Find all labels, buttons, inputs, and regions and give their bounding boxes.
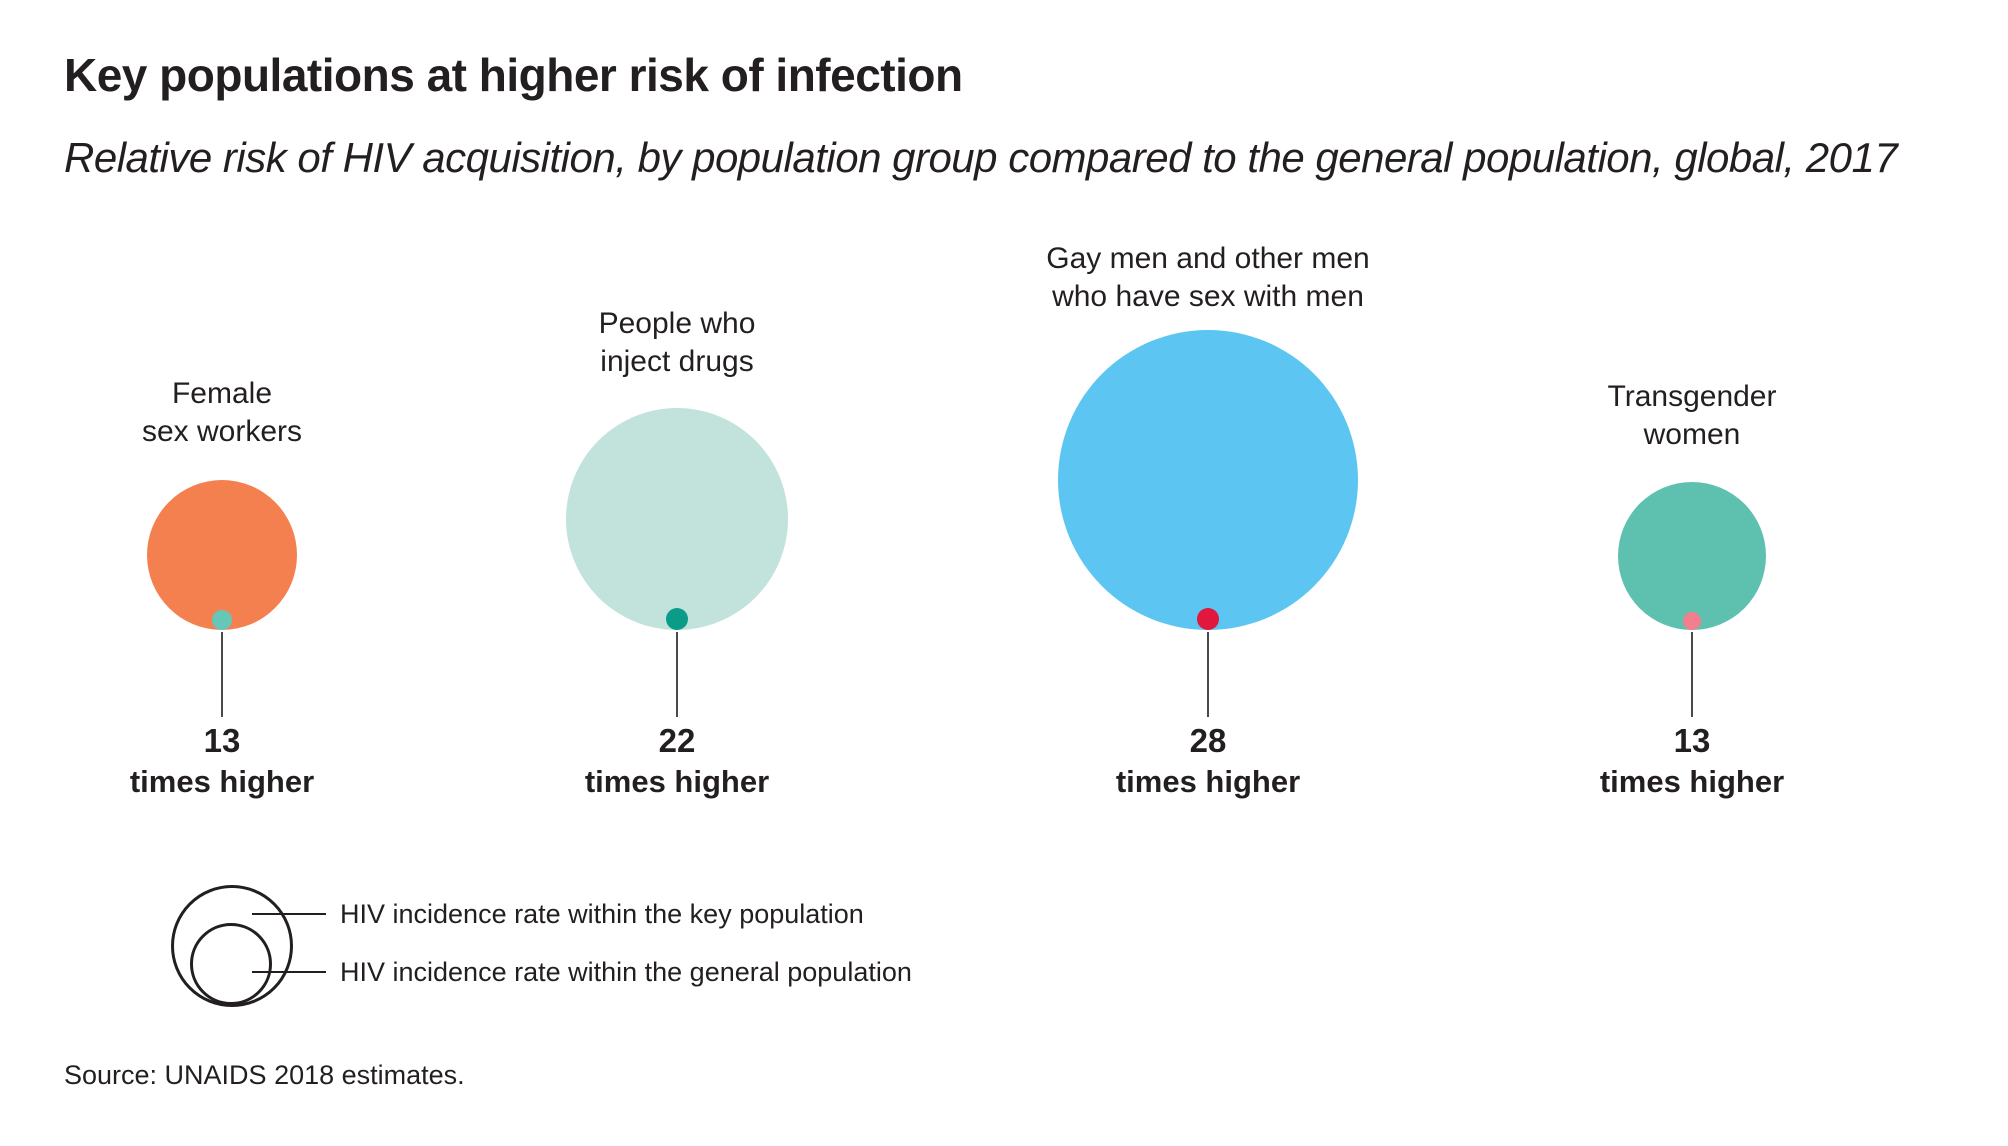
legend-label-general-population: HIV incidence rate within the general po…	[340, 957, 912, 987]
legend-leader-line	[252, 913, 326, 915]
bubble-label-line: Transgender	[1607, 380, 1777, 413]
value-suffix: times higher	[584, 764, 770, 799]
value-suffix: times higher	[129, 764, 315, 799]
bubble-label: Transgender women	[1492, 378, 1892, 454]
source-note: Source: UNAIDS 2018 estimates.	[64, 1060, 465, 1090]
connector-line	[221, 632, 223, 717]
value-suffix: times higher	[1115, 764, 1301, 799]
bubble-label-line: who have sex with men	[1052, 280, 1364, 313]
bubble-group-transgender-women: Transgender women 13 times higher	[1492, 0, 1892, 830]
general-population-dot	[1683, 612, 1701, 630]
bubble-group-gay-men-msm: Gay men and other men who have sex with …	[1008, 0, 1408, 830]
connector-line	[1691, 632, 1693, 717]
key-population-bubble	[566, 408, 788, 630]
bubble-label-line: sex workers	[141, 415, 303, 448]
key-population-bubble	[147, 480, 297, 630]
bubble-label: Female sex workers	[22, 375, 422, 451]
legend-label-key-population: HIV incidence rate within the key popula…	[340, 899, 864, 929]
value-label: 28	[1189, 722, 1227, 759]
value-suffix: times higher	[1599, 764, 1785, 799]
general-population-dot	[212, 610, 232, 630]
key-population-bubble	[1618, 482, 1766, 630]
value-label: 22	[658, 722, 696, 759]
value-label: 13	[1673, 722, 1711, 759]
bubble-label-line: People who	[598, 307, 756, 340]
bubble-label-line: Female	[171, 377, 273, 410]
value-label: 13	[203, 722, 241, 759]
general-population-dot	[1197, 608, 1219, 630]
general-population-dot	[666, 608, 688, 630]
bubble-group-people-who-inject-drugs: People who inject drugs 22 times higher	[477, 0, 877, 830]
bubble-label: People who inject drugs	[477, 305, 877, 381]
bubble-label: Gay men and other men who have sex with …	[1008, 240, 1408, 316]
legend-leader-line	[252, 971, 326, 973]
legend-general-population-circle	[190, 923, 272, 1005]
bubble-group-female-sex-workers: Female sex workers 13 times higher	[22, 0, 422, 830]
bubble-label-line: women	[1643, 418, 1741, 451]
key-population-bubble	[1058, 330, 1358, 630]
bubble-label-line: inject drugs	[600, 345, 754, 378]
legend-key-population-circle	[171, 885, 293, 1007]
page-title: Key populations at higher risk of infect…	[64, 49, 963, 101]
connector-line	[676, 632, 678, 717]
page-subtitle: Relative risk of HIV acquisition, by pop…	[64, 134, 1898, 181]
connector-line	[1207, 632, 1209, 717]
bubble-label-line: Gay men and other men	[1046, 242, 1370, 275]
